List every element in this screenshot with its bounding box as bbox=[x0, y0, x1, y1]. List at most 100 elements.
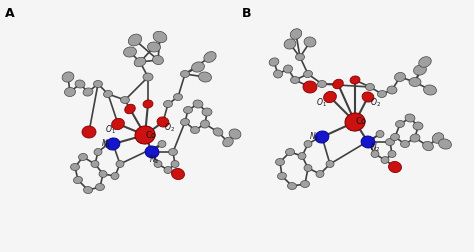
Ellipse shape bbox=[181, 71, 190, 78]
Ellipse shape bbox=[164, 167, 172, 174]
Ellipse shape bbox=[316, 171, 324, 177]
Text: B: B bbox=[242, 7, 252, 20]
Ellipse shape bbox=[71, 164, 80, 171]
Ellipse shape bbox=[304, 141, 312, 147]
Ellipse shape bbox=[304, 37, 316, 47]
Ellipse shape bbox=[83, 88, 93, 96]
Ellipse shape bbox=[91, 161, 99, 168]
Text: $N_1$: $N_1$ bbox=[309, 131, 319, 143]
Ellipse shape bbox=[153, 55, 164, 65]
Ellipse shape bbox=[193, 100, 203, 108]
Ellipse shape bbox=[405, 114, 415, 122]
Ellipse shape bbox=[291, 77, 300, 83]
Ellipse shape bbox=[326, 161, 334, 168]
Text: $O_2$: $O_2$ bbox=[164, 122, 174, 134]
Ellipse shape bbox=[438, 139, 451, 149]
Ellipse shape bbox=[153, 31, 167, 43]
Ellipse shape bbox=[288, 182, 297, 190]
Ellipse shape bbox=[361, 136, 375, 148]
Ellipse shape bbox=[315, 131, 329, 143]
Ellipse shape bbox=[350, 76, 360, 84]
Ellipse shape bbox=[147, 42, 161, 52]
Ellipse shape bbox=[154, 161, 162, 168]
Ellipse shape bbox=[381, 156, 389, 164]
Ellipse shape bbox=[172, 169, 184, 179]
Text: $N_2$: $N_2$ bbox=[149, 154, 159, 166]
Ellipse shape bbox=[285, 148, 294, 155]
Ellipse shape bbox=[202, 108, 212, 116]
Ellipse shape bbox=[304, 165, 312, 172]
Ellipse shape bbox=[371, 150, 379, 158]
Ellipse shape bbox=[277, 172, 286, 179]
Ellipse shape bbox=[82, 126, 96, 138]
Ellipse shape bbox=[377, 90, 386, 98]
Ellipse shape bbox=[164, 101, 173, 108]
Ellipse shape bbox=[324, 91, 337, 103]
Ellipse shape bbox=[111, 118, 124, 130]
Ellipse shape bbox=[424, 85, 437, 95]
Ellipse shape bbox=[111, 172, 119, 179]
Ellipse shape bbox=[103, 90, 112, 98]
Ellipse shape bbox=[229, 129, 241, 139]
Ellipse shape bbox=[191, 62, 204, 72]
Ellipse shape bbox=[157, 117, 169, 127]
Ellipse shape bbox=[171, 161, 179, 168]
Ellipse shape bbox=[284, 39, 296, 49]
Ellipse shape bbox=[143, 73, 153, 81]
Ellipse shape bbox=[376, 131, 384, 138]
Ellipse shape bbox=[391, 134, 400, 141]
Ellipse shape bbox=[213, 128, 223, 136]
Ellipse shape bbox=[432, 133, 444, 143]
Ellipse shape bbox=[298, 152, 306, 160]
Ellipse shape bbox=[94, 148, 102, 155]
Ellipse shape bbox=[410, 134, 420, 142]
Ellipse shape bbox=[95, 183, 104, 191]
Ellipse shape bbox=[362, 92, 374, 102]
Ellipse shape bbox=[395, 120, 404, 128]
Ellipse shape bbox=[387, 86, 397, 94]
Ellipse shape bbox=[303, 81, 317, 93]
Ellipse shape bbox=[134, 57, 146, 67]
Ellipse shape bbox=[419, 57, 431, 67]
Ellipse shape bbox=[158, 141, 166, 147]
Ellipse shape bbox=[273, 70, 283, 78]
Ellipse shape bbox=[385, 139, 394, 145]
Ellipse shape bbox=[295, 53, 304, 60]
Ellipse shape bbox=[125, 104, 135, 114]
Ellipse shape bbox=[106, 138, 120, 150]
Text: $O_2$: $O_2$ bbox=[370, 97, 381, 109]
Text: $O_1$: $O_1$ bbox=[105, 124, 116, 136]
Ellipse shape bbox=[409, 78, 421, 86]
Ellipse shape bbox=[120, 97, 129, 104]
Ellipse shape bbox=[365, 83, 374, 90]
Text: $N_2$: $N_2$ bbox=[370, 142, 380, 154]
Ellipse shape bbox=[73, 176, 82, 183]
Ellipse shape bbox=[388, 150, 396, 158]
Ellipse shape bbox=[168, 148, 177, 155]
Ellipse shape bbox=[413, 122, 423, 130]
Ellipse shape bbox=[318, 80, 327, 87]
Ellipse shape bbox=[333, 79, 343, 89]
Ellipse shape bbox=[99, 171, 107, 177]
Ellipse shape bbox=[275, 159, 284, 166]
Text: Co: Co bbox=[146, 131, 156, 140]
Text: A: A bbox=[5, 7, 15, 20]
Ellipse shape bbox=[290, 29, 302, 39]
Ellipse shape bbox=[401, 141, 410, 147]
Ellipse shape bbox=[145, 146, 159, 158]
Ellipse shape bbox=[75, 80, 85, 88]
Ellipse shape bbox=[128, 34, 142, 46]
Ellipse shape bbox=[204, 52, 216, 62]
Ellipse shape bbox=[135, 126, 155, 144]
Ellipse shape bbox=[143, 100, 153, 108]
Ellipse shape bbox=[301, 180, 310, 187]
Ellipse shape bbox=[104, 141, 112, 147]
Text: Co: Co bbox=[356, 117, 366, 127]
Ellipse shape bbox=[394, 73, 405, 82]
Ellipse shape bbox=[191, 127, 200, 134]
Ellipse shape bbox=[199, 72, 211, 82]
Ellipse shape bbox=[269, 58, 279, 66]
Ellipse shape bbox=[62, 72, 74, 82]
Ellipse shape bbox=[79, 153, 88, 161]
Ellipse shape bbox=[181, 118, 190, 125]
